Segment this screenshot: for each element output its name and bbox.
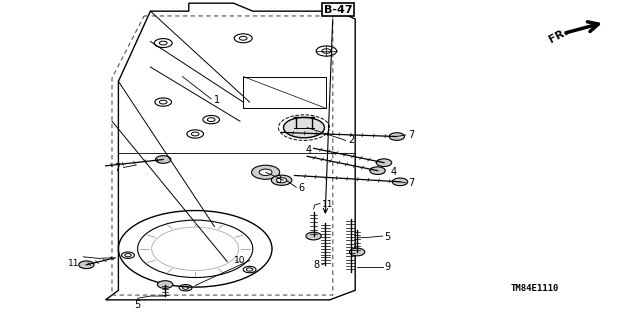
Text: 11: 11: [322, 200, 333, 209]
Text: 11: 11: [68, 259, 79, 268]
Text: 6: 6: [298, 182, 305, 193]
Text: 7: 7: [408, 178, 415, 188]
Text: 10: 10: [234, 256, 245, 265]
Circle shape: [259, 169, 272, 175]
Text: 7: 7: [114, 163, 120, 173]
Circle shape: [79, 261, 94, 269]
Circle shape: [271, 175, 292, 185]
Circle shape: [252, 165, 280, 179]
Circle shape: [284, 117, 324, 138]
Circle shape: [392, 178, 408, 186]
Text: 9: 9: [384, 262, 390, 272]
Text: 8: 8: [314, 260, 320, 271]
Circle shape: [376, 159, 392, 167]
Text: 4: 4: [305, 145, 312, 155]
Text: TM84E1110: TM84E1110: [510, 284, 559, 293]
Text: 5: 5: [384, 232, 390, 242]
Text: 3: 3: [275, 175, 282, 185]
Text: B-47: B-47: [324, 4, 352, 15]
Circle shape: [370, 167, 385, 174]
Text: 7: 7: [408, 130, 415, 140]
Text: 5: 5: [134, 300, 141, 310]
Circle shape: [156, 156, 171, 163]
Text: 4: 4: [390, 167, 397, 177]
Circle shape: [349, 248, 365, 256]
Circle shape: [389, 133, 404, 140]
Circle shape: [276, 178, 287, 183]
Text: 2: 2: [348, 135, 355, 145]
Text: 1: 1: [214, 94, 221, 105]
Text: FR.: FR.: [547, 26, 570, 45]
Circle shape: [157, 281, 173, 288]
Circle shape: [306, 232, 321, 240]
